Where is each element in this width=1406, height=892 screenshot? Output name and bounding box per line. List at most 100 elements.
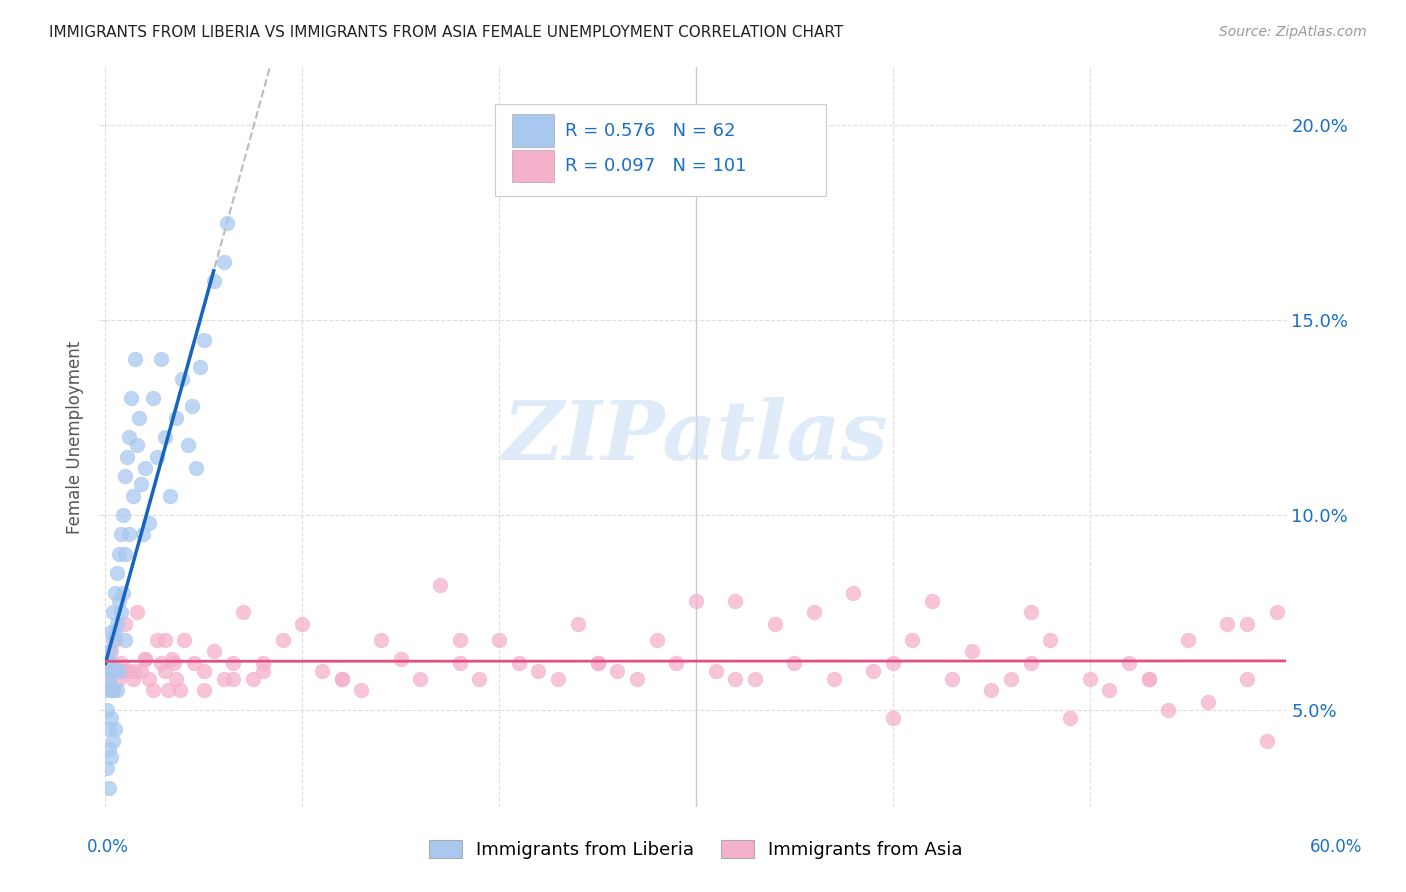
Point	[96, 761, 118, 775]
Point	[153, 664, 176, 678]
Text: Source: ZipAtlas.com: Source: ZipAtlas.com	[1219, 25, 1367, 39]
Point	[125, 438, 148, 452]
Point	[124, 664, 146, 678]
Point	[104, 723, 127, 737]
Point	[1197, 695, 1219, 709]
Point	[1157, 703, 1180, 717]
Point	[110, 606, 132, 620]
Point	[823, 672, 845, 686]
Point	[105, 683, 128, 698]
FancyBboxPatch shape	[512, 150, 554, 182]
Point	[980, 683, 1002, 698]
Point	[98, 723, 121, 737]
Point	[104, 624, 127, 639]
Point	[508, 656, 530, 670]
Point	[468, 672, 491, 686]
Point	[98, 780, 121, 795]
Point	[145, 632, 167, 647]
Point	[103, 734, 125, 748]
Point	[115, 450, 138, 464]
Point	[1236, 617, 1258, 632]
Text: 0.0%: 0.0%	[87, 838, 129, 856]
Point	[527, 664, 550, 678]
Point	[184, 461, 207, 475]
Point	[882, 711, 904, 725]
Point	[100, 644, 122, 658]
Point	[114, 632, 136, 647]
Point	[114, 617, 136, 632]
Point	[100, 624, 122, 639]
Point	[100, 749, 122, 764]
Point	[232, 606, 254, 620]
Point	[1098, 683, 1121, 698]
Point	[122, 672, 145, 686]
Point	[177, 438, 200, 452]
Point	[311, 664, 333, 678]
Point	[1137, 672, 1160, 686]
Point	[488, 632, 510, 647]
Point	[110, 527, 132, 541]
Point	[181, 399, 204, 413]
Point	[96, 683, 118, 698]
Point	[110, 656, 132, 670]
Point	[118, 664, 141, 678]
Point	[163, 656, 186, 670]
Point	[138, 516, 160, 530]
Point	[222, 656, 245, 670]
Point	[212, 254, 235, 268]
Point	[429, 578, 451, 592]
Point	[252, 656, 274, 670]
Point	[145, 450, 167, 464]
Point	[217, 216, 239, 230]
Point	[173, 632, 195, 647]
Point	[125, 606, 148, 620]
Point	[1039, 632, 1062, 647]
Point	[165, 672, 187, 686]
Point	[100, 683, 122, 698]
Point	[142, 683, 165, 698]
Point	[134, 652, 156, 666]
Point	[104, 664, 127, 678]
Point	[112, 664, 135, 678]
Point	[98, 741, 121, 756]
Text: 60.0%: 60.0%	[1309, 838, 1362, 856]
Point	[103, 606, 125, 620]
Point	[547, 672, 569, 686]
Point	[96, 703, 118, 717]
FancyBboxPatch shape	[512, 114, 554, 147]
Point	[149, 352, 172, 367]
Point	[1019, 656, 1042, 670]
Point	[103, 632, 125, 647]
Point	[193, 333, 215, 347]
Point	[606, 664, 628, 678]
Point	[803, 606, 825, 620]
Point	[1265, 606, 1288, 620]
Point	[103, 683, 125, 698]
Point	[122, 489, 145, 503]
Point	[1000, 672, 1022, 686]
Point	[202, 274, 225, 288]
Point	[586, 656, 609, 670]
Point	[142, 391, 165, 405]
Y-axis label: Female Unemployment: Female Unemployment	[66, 341, 84, 533]
Point	[114, 469, 136, 483]
Point	[901, 632, 924, 647]
Point	[98, 644, 121, 658]
Point	[153, 430, 176, 444]
Point	[202, 644, 225, 658]
Point	[157, 683, 180, 698]
Point	[149, 656, 172, 670]
Point	[704, 664, 727, 678]
Point	[114, 664, 136, 678]
Point	[105, 566, 128, 581]
Point	[114, 547, 136, 561]
Point	[862, 664, 884, 678]
Legend: Immigrants from Liberia, Immigrants from Asia: Immigrants from Liberia, Immigrants from…	[422, 832, 970, 866]
Point	[188, 359, 211, 374]
Point	[645, 632, 668, 647]
Point	[1236, 672, 1258, 686]
Point	[108, 664, 131, 678]
Point	[842, 586, 865, 600]
Point	[108, 672, 131, 686]
Point	[153, 632, 176, 647]
